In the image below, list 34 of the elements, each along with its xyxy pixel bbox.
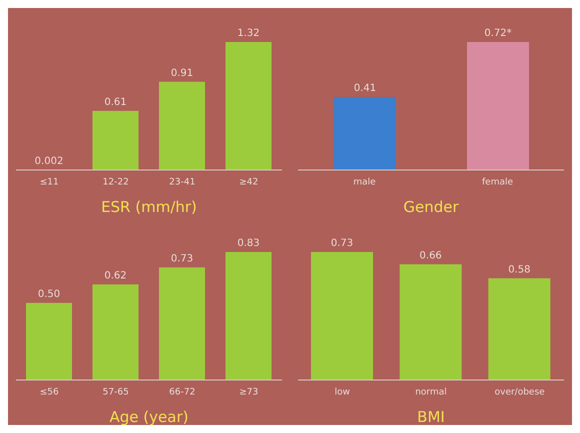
data-label: 0.41 [354, 83, 376, 94]
x-axis-title: Gender [403, 198, 460, 216]
bar [159, 267, 205, 380]
data-label: 0.50 [38, 288, 60, 300]
data-label: 0.002 [34, 156, 64, 167]
data-label: 0.73 [330, 238, 354, 249]
data-label: 0.83 [237, 238, 260, 249]
x-tick-label: over/obese [494, 387, 546, 398]
data-label: 1.32 [237, 28, 260, 39]
x-tick-label: 23-41 [169, 177, 196, 188]
x-tick-label: ≤56 [40, 387, 60, 398]
x-tick-label: ≤11 [40, 177, 59, 188]
x-tick-label: normal [415, 387, 447, 398]
x-tick-label: 12-22 [102, 177, 129, 188]
x-tick-label: female [482, 177, 514, 188]
data-label: 0.58 [508, 264, 530, 276]
data-label: 0.66 [420, 250, 442, 262]
bar [92, 284, 138, 380]
data-label: 0.61 [104, 96, 127, 108]
x-tick-label: 57-65 [102, 387, 129, 398]
x-axis-title: Age (year) [110, 408, 188, 426]
data-label: 0.73 [170, 253, 194, 264]
data-label: 0.62 [104, 270, 127, 282]
x-tick-label: ≥42 [239, 177, 258, 188]
x-tick-label: male [353, 177, 376, 188]
bar [226, 252, 272, 380]
bar [26, 302, 72, 380]
x-tick-label: low [334, 387, 350, 398]
data-label: 0.91 [170, 68, 194, 79]
data-label: 0.72* [484, 28, 512, 39]
x-tick-label: ≥73 [239, 387, 258, 398]
x-axis-title: BMI [417, 408, 445, 426]
x-tick-label: 66-72 [169, 387, 196, 398]
x-axis-title: ESR (mm/hr) [101, 198, 197, 216]
